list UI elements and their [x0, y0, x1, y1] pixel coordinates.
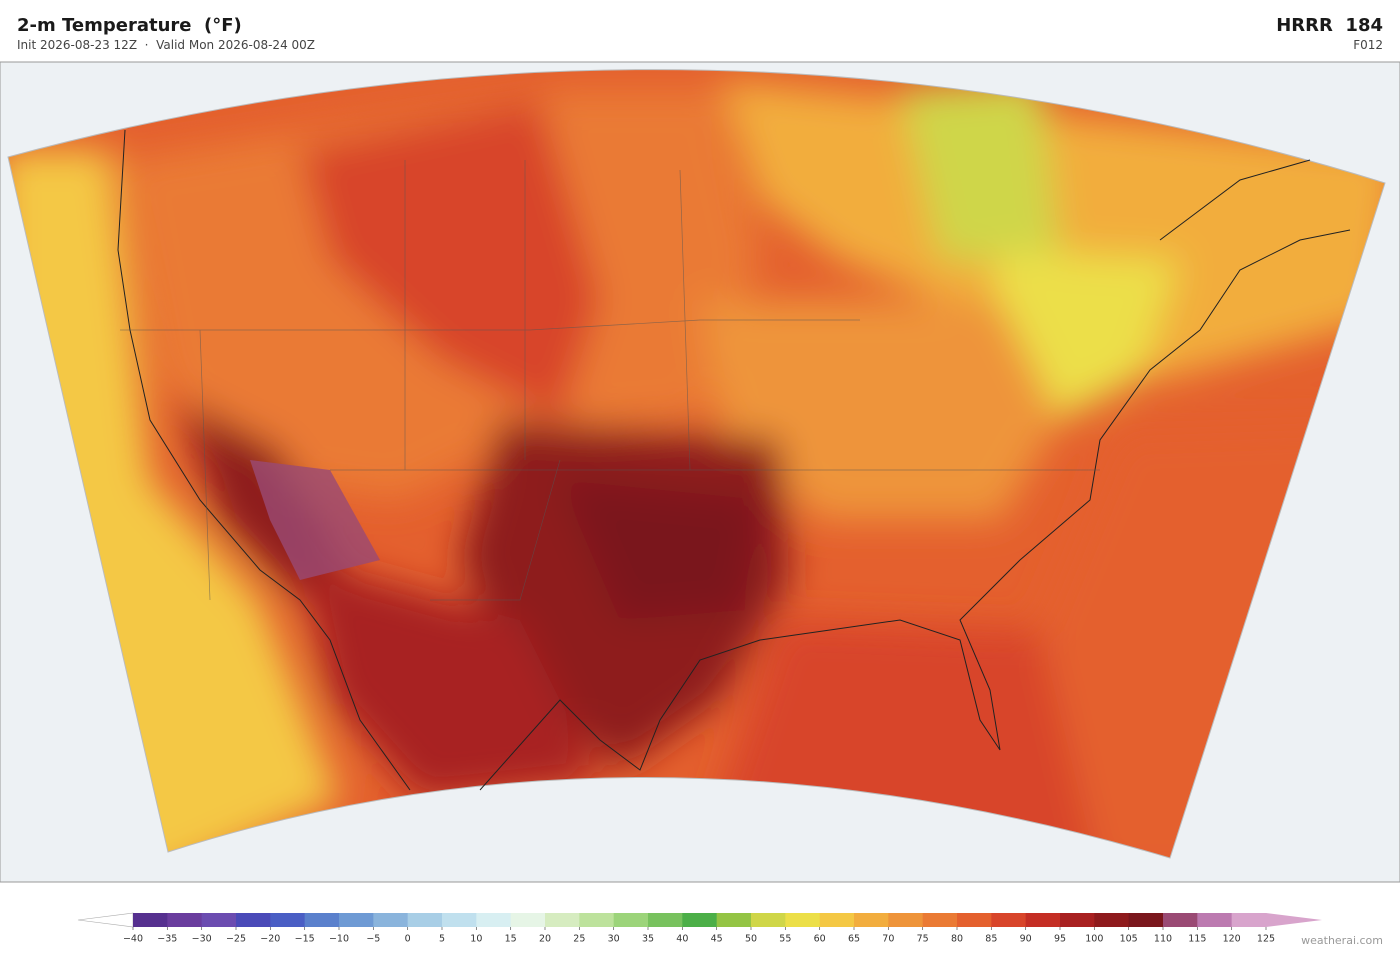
colorbar-bin — [785, 913, 821, 927]
coastlines — [117, 129, 1351, 791]
colorbar-bin — [716, 913, 752, 927]
colorbar-tick-label: 75 — [917, 934, 929, 945]
colorbar-bin — [819, 913, 855, 927]
colorbar-tick-label: 15 — [505, 934, 517, 945]
colorbar-bin — [1163, 913, 1198, 927]
colorbar-tick-label: 65 — [848, 934, 860, 945]
colorbar-tick-label: 110 — [1154, 934, 1172, 945]
colorbar-bin — [579, 913, 615, 927]
colorbar-bin — [545, 913, 580, 927]
colorbar-bin — [957, 913, 992, 927]
colorbar-over — [1266, 913, 1322, 927]
colorbar-bin — [373, 913, 409, 927]
colorbar-bin — [236, 913, 271, 927]
colorbar-bin — [167, 913, 203, 927]
colorbar-bin — [1197, 913, 1233, 927]
colorbar-bin — [648, 913, 683, 927]
colorbar-tick-label: −35 — [157, 934, 177, 945]
subtitle: Init 2026-08-23 12Z · Valid Mon 2026-08-… — [17, 38, 316, 52]
colorbar-tick-label: 45 — [711, 934, 723, 945]
colorbar-tick-label: −25 — [226, 934, 246, 945]
colorbar-tick-label: 10 — [470, 934, 482, 945]
model-label: HRRR 184 — [1276, 15, 1383, 36]
colorbar-tick-label: 0 — [405, 934, 411, 945]
colorbar-tick-label: −5 — [366, 934, 380, 945]
colorbar-bin — [991, 913, 1027, 927]
colorbar-tick-label: 80 — [951, 934, 963, 945]
title: 2-m Temperature (°F) — [17, 15, 242, 36]
colorbar-bin — [682, 913, 718, 927]
colorbar-tick-label: 90 — [1020, 934, 1032, 945]
colorbar-tick-label: 20 — [539, 934, 551, 945]
hot-desert-region — [250, 460, 380, 580]
colorbar-bin — [201, 913, 237, 927]
colorbar-tick-label: 95 — [1054, 934, 1066, 945]
colorbar-tick-label: 25 — [573, 934, 585, 945]
colorbar-bin — [1128, 913, 1164, 927]
colorbar-tick-label: 125 — [1257, 934, 1275, 945]
state-borders — [120, 160, 1100, 601]
colorbar-bin — [442, 913, 477, 927]
colorbar-tick-label: 40 — [676, 934, 688, 945]
colorbar-bin — [854, 913, 889, 927]
colorbar-tick-label: −15 — [295, 934, 315, 945]
colorbar-tick-label: 120 — [1223, 934, 1241, 945]
colorbar-bin — [339, 913, 374, 927]
colorbar-under — [77, 912, 134, 928]
colorbar-bin — [510, 913, 546, 927]
colorbar-bin — [1094, 913, 1130, 927]
colorbar-tick-label: 70 — [882, 934, 894, 945]
colorbar-tick-label: −10 — [329, 934, 349, 945]
colorbar-tick-label: −30 — [192, 934, 212, 945]
colorbar-bin — [133, 913, 168, 927]
temperature-field — [8, 69, 1385, 858]
colorbar-tick-label: 55 — [779, 934, 791, 945]
colorbar-bin — [613, 913, 649, 927]
colorbar-bin — [1025, 913, 1061, 927]
forecast-hour: F012 — [1353, 38, 1383, 52]
colorbar-bin — [1060, 913, 1095, 927]
colorbar-bin — [407, 913, 443, 927]
colorbar-bin — [270, 913, 306, 927]
colorbar-tick-label: 5 — [439, 934, 445, 945]
colorbar-tick-label: 85 — [985, 934, 997, 945]
colorbar-tick-label: 100 — [1085, 934, 1103, 945]
colorbar-tick-label: −20 — [260, 934, 280, 945]
colorbar-bin — [476, 913, 512, 927]
colorbar-tick-label: 35 — [642, 934, 654, 945]
colorbar-bin — [888, 913, 924, 927]
colorbar-bin — [751, 913, 786, 927]
colorbar-tick-label: 105 — [1120, 934, 1138, 945]
watermark: weatherai.com — [1301, 934, 1383, 947]
colorbar-tick-label: 50 — [745, 934, 757, 945]
colorbar-tick-label: 115 — [1188, 934, 1206, 945]
colorbar-tick-label: −40 — [123, 934, 143, 945]
colorbar-tick-label: 30 — [608, 934, 620, 945]
colorbar-bin — [1231, 913, 1267, 927]
colorbar-bin — [304, 913, 340, 927]
colorbar-bin — [922, 913, 958, 927]
colorbar-tick-label: 60 — [814, 934, 826, 945]
